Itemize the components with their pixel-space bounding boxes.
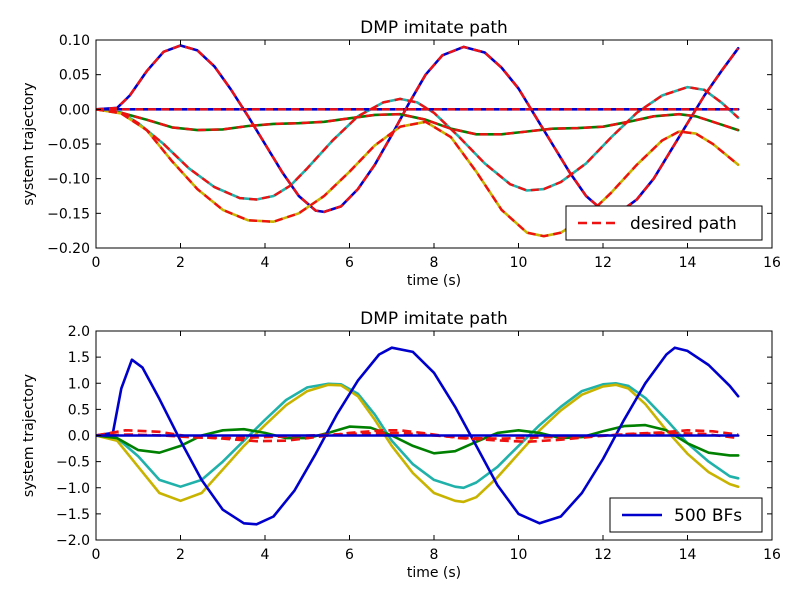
x-tick-label: 14 [679,255,697,271]
y-axis-label: system trajectory [21,82,37,205]
x-tick-label: 12 [594,547,612,563]
x-tick-label: 4 [261,255,270,271]
desired-path-line-3 [96,108,739,136]
x-tick-label: 0 [92,547,101,563]
y-tick-label: −0.15 [47,206,90,222]
x-tick-label: 8 [430,255,439,271]
legend: 500 BFs [609,497,763,533]
x-tick-label: 16 [763,547,781,563]
legend-box [565,205,763,241]
legend-label: desired path [630,214,737,234]
y-tick-label: 0.5 [68,402,90,418]
x-tick-label: 4 [261,547,270,563]
y-tick-label: 0.05 [59,68,90,84]
x-tick-label: 0 [92,255,101,271]
y-tick-label: −1.0 [56,481,90,497]
y-tick-label: 1.5 [68,350,90,366]
y-tick-label: 0.00 [59,102,90,118]
x-axis-label: time (s) [407,273,461,289]
y-tick-label: −0.5 [56,455,90,471]
x-tick-label: 8 [430,547,439,563]
chart-title: DMP imitate path [360,309,508,329]
x-tick-label: 2 [176,255,185,271]
y-tick-label: 0.10 [59,33,90,49]
series-group [96,44,740,238]
desired-path-line-1 [96,44,740,214]
chart-title: DMP imitate path [360,18,508,38]
series-line-2 [96,383,740,504]
y-tick-label: −1.5 [56,507,90,523]
y-tick-label: −0.10 [47,172,90,188]
series-group [96,346,740,526]
x-tick-label: 6 [345,255,354,271]
x-tick-label: 2 [176,547,185,563]
series-line-4 [96,346,740,526]
desired-path-line-4 [96,108,739,238]
x-axis-label: time (s) [407,565,461,581]
series-line-3 [96,423,740,457]
x-tick-label: 10 [510,255,528,271]
x-tick-label: 12 [594,255,612,271]
y-tick-label: −0.05 [47,137,90,153]
legend: desired path [565,205,763,241]
desired-path-line-2 [96,85,740,201]
y-tick-label: 1.0 [68,376,90,392]
legend-label: 500 BFs [674,506,742,526]
y-axis-label: system trajectory [21,374,37,497]
y-tick-label: −0.20 [47,241,90,257]
series-line-1 [96,381,740,490]
y-tick-label: 0.0 [68,429,90,445]
series-line-6 [96,431,739,440]
chart-1: 0 2 4 6 8 10 12 14 16 0.10 0.05 0.00 −0.05 −0.10 −0.15… [21,18,781,289]
x-tick-label: 10 [510,547,528,563]
x-tick-label: 14 [679,547,697,563]
y-tick-label: −2.0 [56,533,90,549]
x-tick-label: 6 [345,547,354,563]
x-tick-label: 16 [763,255,781,271]
y-tick-label: 2.0 [68,324,90,340]
series-line-3 [96,108,740,136]
chart-2: 0 2 4 6 8 10 12 14 16 2.0 1.5 1.0 0.5 0.0 −0.5 −1.0 −1.5… [21,309,781,581]
